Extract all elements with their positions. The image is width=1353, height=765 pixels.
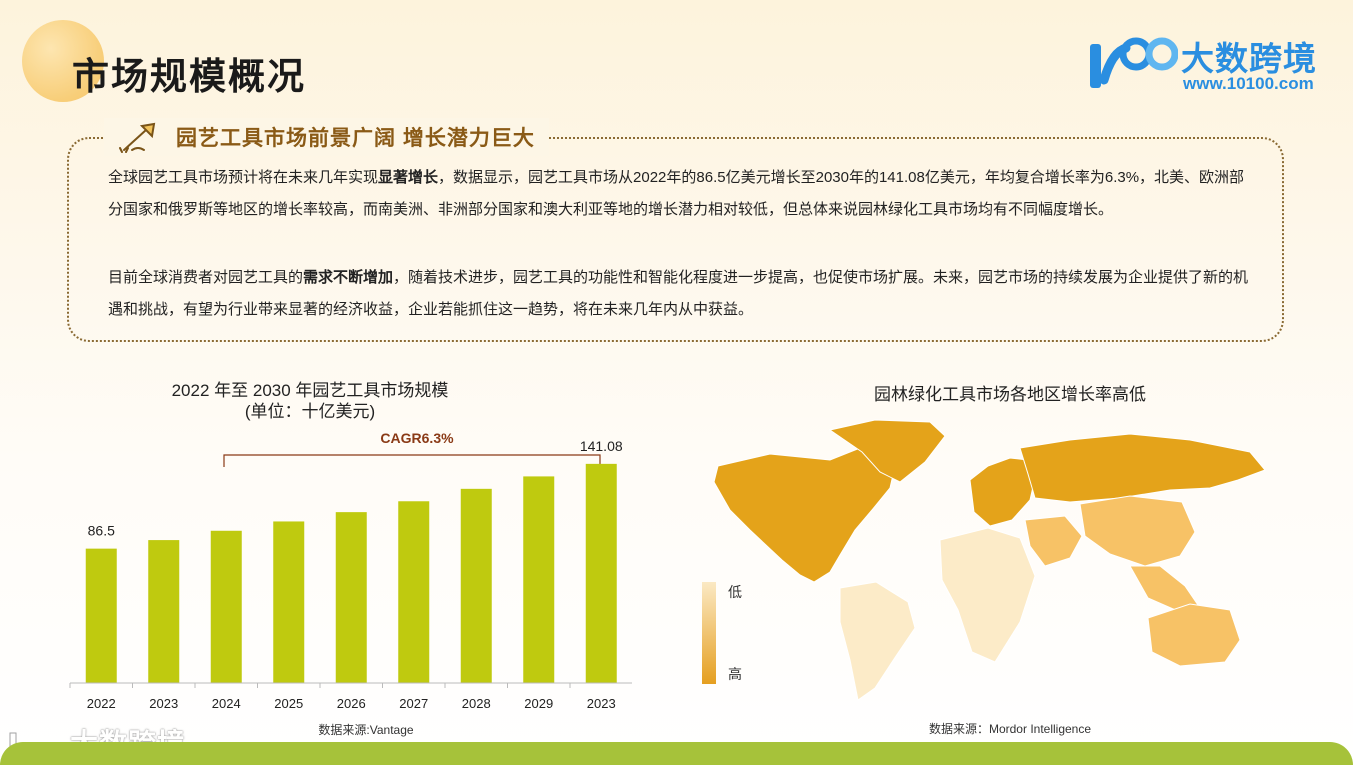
x-tick-label: 2023 (587, 696, 616, 711)
x-tick-label: 2022 (87, 696, 116, 711)
bar-2024-2 (210, 530, 242, 683)
highlight-growth: 显著增长 (378, 169, 439, 186)
market-size-bar-chart: 2022 年至 2030 年园艺工具市场规模 (单位：十亿美元) CAGR6.3… (69, 381, 632, 737)
legend-high: 高 (728, 666, 742, 682)
bar-2023-1 (148, 540, 180, 683)
legend-low: 低 (728, 584, 742, 600)
x-tick-label: 2023 (149, 696, 178, 711)
region-greenland (828, 419, 946, 483)
region-north-america (713, 447, 896, 583)
content-box (67, 137, 1284, 342)
x-tick-label: 2027 (399, 696, 428, 711)
bar-value-label: 86.5 (88, 523, 115, 539)
logo-name: 大数跨境 (1181, 40, 1317, 77)
bar-chart-source: 数据来源:Vantage (318, 722, 413, 737)
region-russia (1019, 433, 1266, 503)
bar-2027-5 (398, 501, 430, 683)
x-tick-label: 2026 (337, 696, 366, 711)
legend-gradient (702, 582, 716, 684)
logo-url: www.10100.com (1183, 74, 1314, 93)
region-africa (939, 527, 1036, 663)
cagr-label: CAGR6.3% (380, 430, 454, 446)
region-australia (1147, 603, 1241, 667)
x-tick-label: 2024 (212, 696, 241, 711)
highlight-demand: 需求不断增加 (303, 269, 394, 286)
map-title: 园林绿化工具市场各地区增长率高低 (874, 385, 1146, 404)
bar-2022-0 (85, 548, 117, 683)
bar-2028-6 (460, 488, 492, 683)
bar-value-label: 141.08 (580, 438, 623, 454)
bottom-accent-band (0, 742, 1353, 765)
page-title: 市场规模概况 (72, 56, 306, 97)
bar-2025-3 (273, 521, 305, 683)
world-map (713, 419, 1266, 701)
region-middle-east (1024, 515, 1083, 567)
bar-2023-8 (585, 463, 617, 683)
region-south-america (839, 581, 916, 701)
cagr-bracket (223, 454, 601, 467)
world-growth-map: 园林绿化工具市场各地区增长率高低 低 高 数据来源：Mordor Intelli… (690, 370, 1330, 750)
chart-subtitle: (单位：十亿美元) (245, 402, 375, 421)
brand-logo[interactable]: 大数跨境 www.10100.com (1086, 32, 1331, 94)
10100-logo-icon (1090, 37, 1178, 88)
title-decoration-circle (22, 20, 104, 102)
shovel-icon (119, 122, 156, 153)
x-tick-label: 2025 (274, 696, 303, 711)
map-source: 数据来源：Mordor Intelligence (928, 722, 1092, 736)
paragraph-2: 目前全球消费者对园艺工具的需求不断增加，随着技术进步，园艺工具的功能性和智能化程… (108, 269, 1249, 318)
region-europe (969, 457, 1036, 527)
section-header: 园艺工具市场前景广阔 增长潜力巨大 (104, 118, 549, 156)
chart-title: 2022 年至 2030 年园艺工具市场规模 (172, 381, 449, 400)
section-title: 园艺工具市场前景广阔 增长潜力巨大 (176, 127, 535, 150)
x-tick-label: 2028 (462, 696, 491, 711)
region-china (1079, 495, 1196, 567)
paragraph-1: 全球园艺工具市场预计将在未来几年实现显著增长，数据显示，园艺工具市场从2022年… (108, 169, 1245, 218)
bar-2026-4 (335, 512, 367, 683)
x-tick-label: 2029 (524, 696, 553, 711)
bar-2029-7 (523, 476, 555, 683)
